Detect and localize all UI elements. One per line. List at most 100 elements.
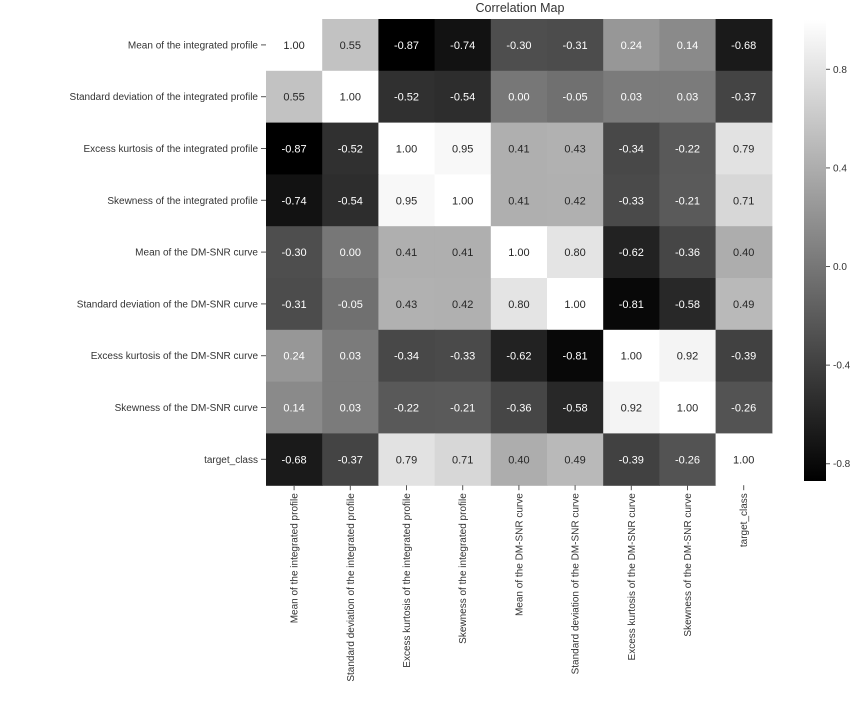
heatmap-cell xyxy=(266,278,323,331)
heatmap-cell-value: 0.95 xyxy=(452,144,473,156)
heatmap-cell-value: 0.95 xyxy=(396,195,417,207)
heatmap-cell xyxy=(266,226,323,279)
x-axis-tick-label: Skewness of the DM-SNR curve xyxy=(683,493,694,637)
heatmap-cell xyxy=(434,122,492,175)
heatmap-cell-value: 0.55 xyxy=(340,40,361,52)
heatmap-cell xyxy=(603,226,660,279)
heatmap-cell xyxy=(659,329,717,383)
heatmap-cell xyxy=(378,278,436,331)
heatmap-cell xyxy=(603,278,660,331)
heatmap-cell-value: -0.05 xyxy=(563,92,588,104)
heatmap-cell-value: -0.36 xyxy=(675,247,700,259)
heatmap-cell xyxy=(266,70,323,124)
heatmap-cell xyxy=(715,70,773,124)
heatmap-cell xyxy=(266,174,323,227)
y-axis-tick-label: Mean of the DM-SNR curve xyxy=(135,248,258,259)
heatmap-cell-value: 0.71 xyxy=(452,454,473,466)
heatmap-cell xyxy=(659,381,717,434)
heatmap-cell xyxy=(266,433,323,486)
heatmap-cell xyxy=(434,433,492,486)
heatmap-cell xyxy=(490,122,548,175)
colorbar-tick-label: -0.8 xyxy=(833,459,851,470)
heatmap-cell xyxy=(378,433,436,486)
heatmap-cell-value: -0.54 xyxy=(338,195,363,207)
heatmap-cell-value: 0.92 xyxy=(621,403,642,415)
heatmap-cell xyxy=(547,433,604,486)
colorbar-tick-label: 0.8 xyxy=(833,65,847,76)
heatmap-cell xyxy=(434,70,492,124)
heatmap-cell-value: -0.54 xyxy=(450,92,475,104)
y-axis-tick-label: target_class xyxy=(204,455,258,466)
heatmap-cell-value: 0.79 xyxy=(396,454,417,466)
heatmap-cell xyxy=(603,70,660,124)
heatmap-cell-value: -0.74 xyxy=(282,195,307,207)
heatmap-cell-value: 0.14 xyxy=(283,403,304,415)
heatmap-cell xyxy=(490,381,548,434)
heatmap-cell xyxy=(378,381,436,434)
heatmap-cell-value: -0.30 xyxy=(282,247,307,259)
heatmap-cell-value: -0.68 xyxy=(282,454,307,466)
heatmap-cell xyxy=(322,329,379,383)
heatmap-cell-value: -0.37 xyxy=(731,92,756,104)
y-axis-tick-label: Skewness of the integrated profile xyxy=(107,196,258,207)
heatmap-cell xyxy=(322,19,379,72)
heatmap-cell-value: 1.00 xyxy=(677,403,698,415)
heatmap-cell-value: -0.21 xyxy=(450,403,475,415)
heatmap-cell-value: 0.03 xyxy=(340,351,361,363)
heatmap-cell-value: -0.26 xyxy=(731,403,756,415)
heatmap-cell xyxy=(434,381,492,434)
heatmap-cell-value: 0.42 xyxy=(564,195,585,207)
heatmap-cell-value: -0.36 xyxy=(506,403,531,415)
heatmap-cell-value: -0.39 xyxy=(619,454,644,466)
heatmap-cell-value: 0.55 xyxy=(283,92,304,104)
heatmap-cell xyxy=(266,19,323,72)
x-axis-tick-label: Standard deviation of the DM-SNR curve xyxy=(571,493,582,675)
x-axis-tick-labels: Mean of the integrated profile Standard d… xyxy=(290,485,750,682)
heatmap-cell-value: -0.87 xyxy=(394,40,419,52)
heatmap-cell xyxy=(659,122,717,175)
heatmap-cell-value: -0.33 xyxy=(450,351,475,363)
heatmap-cell-value: 0.79 xyxy=(733,144,754,156)
heatmap-cell-value: -0.58 xyxy=(675,299,700,311)
x-axis-tick-label: target_class xyxy=(739,493,750,547)
heatmap-cell-value: 0.71 xyxy=(733,195,754,207)
heatmap-cell-value: -0.21 xyxy=(675,195,700,207)
heatmap-cell xyxy=(603,122,660,175)
heatmap-cell-value: 0.41 xyxy=(508,195,529,207)
heatmap-cell xyxy=(715,226,773,279)
heatmap-cell-value: 0.40 xyxy=(733,247,754,259)
heatmap-cell xyxy=(434,278,492,331)
heatmap-cell-value: 0.41 xyxy=(508,144,529,156)
heatmap-cell-value: 1.00 xyxy=(564,299,585,311)
heatmap-cell xyxy=(434,226,492,279)
heatmap-cell xyxy=(547,19,604,72)
heatmap-cell-value: -0.87 xyxy=(282,144,307,156)
heatmap-cell-value: 1.00 xyxy=(508,247,529,259)
heatmap-cell xyxy=(434,174,492,227)
heatmap-cell-value: 0.03 xyxy=(340,403,361,415)
heatmap-cell xyxy=(378,122,436,175)
heatmap-cell xyxy=(434,19,492,72)
heatmap-cell xyxy=(659,226,717,279)
heatmap-cell-value: 1.00 xyxy=(733,454,754,466)
heatmap-cell-value: -0.30 xyxy=(506,40,531,52)
heatmap-cell xyxy=(659,174,717,227)
heatmap-cell xyxy=(322,381,379,434)
chart-title: Correlation Map xyxy=(476,1,565,15)
heatmap-cell xyxy=(490,19,548,72)
heatmap-cell xyxy=(547,174,604,227)
heatmap-cell xyxy=(715,278,773,331)
heatmap-cell-value: -0.31 xyxy=(563,40,588,52)
y-axis-tick-label: Mean of the integrated profile xyxy=(128,40,259,51)
heatmap-cell xyxy=(659,70,717,124)
heatmap-cell xyxy=(547,278,604,331)
heatmap-cell-value: -0.81 xyxy=(563,351,588,363)
heatmap-cell-value: -0.39 xyxy=(731,351,756,363)
heatmap-cells: 1.00 0.55 -0.87 -0.74 -0.30 -0.31 0.24 0.14 -0.6… xyxy=(266,19,773,486)
heatmap-cell xyxy=(715,433,773,486)
colorbar-tick-label: 0.0 xyxy=(833,262,847,273)
heatmap-cell xyxy=(659,19,717,72)
heatmap-cell-value: 1.00 xyxy=(452,195,473,207)
heatmap-cell xyxy=(322,174,379,227)
heatmap-cell xyxy=(322,70,379,124)
